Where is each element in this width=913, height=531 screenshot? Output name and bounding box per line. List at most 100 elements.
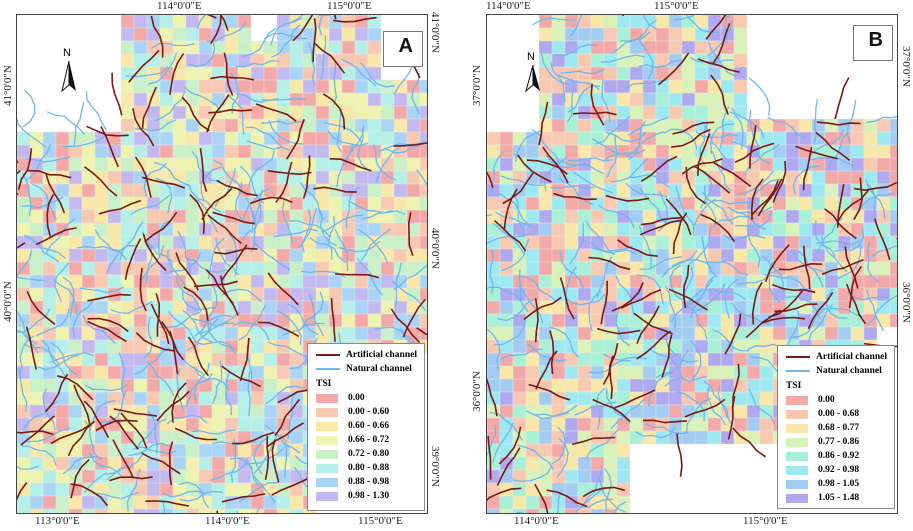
natural-channel [585, 220, 615, 256]
natural-channel [846, 99, 857, 144]
artificial-channel [546, 489, 588, 508]
tsi-cell [211, 404, 226, 419]
tsi-cell [367, 183, 382, 198]
tsi-cell [42, 495, 57, 510]
natural-channel [690, 340, 702, 381]
tsi-cell [668, 183, 683, 198]
tsi-cell [289, 495, 304, 510]
tsi-cell [354, 274, 369, 289]
tsi-cell [237, 40, 252, 55]
tsi-cell [159, 27, 174, 42]
tick-a-top-2: 115°0'0"E [327, 0, 372, 12]
tsi-cell [772, 235, 787, 250]
natural-channel [147, 410, 158, 454]
natural-channel [128, 442, 171, 457]
tsi-cell [263, 40, 278, 55]
artificial-channel [169, 53, 185, 95]
legend-natural-label: Natural channel [816, 366, 882, 376]
artificial-channel [844, 246, 859, 289]
artificial-channel [535, 350, 558, 390]
natural-channel [613, 501, 627, 513]
natural-channel [615, 306, 631, 347]
artificial-channel [685, 166, 707, 205]
tsi-cell [42, 443, 57, 458]
tsi-cell [237, 300, 252, 315]
tsi-cell [185, 222, 200, 237]
tsi-cell [551, 92, 566, 107]
natural-channel [118, 352, 126, 397]
tsi-cell [487, 196, 501, 211]
artificial-channel [17, 148, 33, 190]
tsi-cell [42, 482, 57, 497]
tsi-cell [198, 222, 213, 237]
tsi-cell [577, 53, 592, 68]
tsi-cell [198, 40, 213, 55]
tsi-cell [406, 248, 421, 263]
tsi-cell [237, 469, 252, 484]
tsi-cell [681, 105, 696, 120]
tsi-cell [289, 482, 304, 497]
tsi-cell [393, 118, 408, 133]
tsi-cell [198, 235, 213, 250]
tsi-cell [380, 196, 395, 211]
tsi-cell [263, 352, 278, 367]
tsi-cell [315, 27, 330, 42]
tsi-cell [876, 144, 891, 159]
natural-channel [19, 444, 57, 466]
tsi-cell [17, 378, 31, 393]
artificial-channel [98, 199, 141, 215]
tsi-cell [577, 417, 592, 432]
tsi-cell [720, 209, 735, 224]
tsi-cell [289, 196, 304, 211]
tsi-cell [172, 443, 187, 458]
tsi-cell [538, 196, 553, 211]
artificial-channel [26, 290, 56, 326]
tsi-cell [224, 430, 239, 445]
tsi-cell [746, 365, 761, 380]
tsi-cell [837, 313, 852, 328]
natural-channel [126, 468, 141, 512]
tsi-cell [81, 365, 96, 380]
natural-channel [493, 319, 527, 346]
tsi-cell [211, 352, 226, 367]
tsi-cell [367, 222, 382, 237]
tsi-cell [81, 391, 96, 406]
tsi-cell [487, 313, 501, 328]
tsi-cell [211, 391, 226, 406]
tsi-cell [798, 157, 813, 172]
tsi-cell [525, 417, 540, 432]
artificial-channel [266, 422, 304, 448]
natural-channel [282, 200, 294, 244]
natural-channel [378, 144, 421, 154]
tsi-cell [133, 378, 148, 393]
natural-channel [375, 146, 402, 183]
natural-channel [88, 452, 125, 479]
tsi-cell [393, 92, 408, 107]
tsi-cell [120, 300, 135, 315]
tsi-cell [642, 92, 657, 107]
legend-class-label: 0.60 - 0.66 [348, 421, 390, 431]
tsi-cell [289, 105, 304, 120]
tsi-cell [237, 313, 252, 328]
tsi-cell [590, 27, 605, 42]
artificial-channel [67, 420, 96, 457]
tsi-cell [367, 79, 382, 94]
natural-channel [253, 242, 291, 271]
natural-channel [526, 343, 567, 362]
tsi-cell [94, 261, 109, 276]
natural-channel [181, 289, 215, 311]
artificial-channel [312, 18, 317, 63]
natural-channel [154, 177, 173, 215]
artificial-channel [17, 242, 26, 249]
tsi-cell [224, 391, 239, 406]
natural-channel [361, 210, 406, 220]
tsi-cell [694, 261, 709, 276]
tsi-cell [512, 378, 527, 393]
natural-channel [499, 192, 530, 226]
tsi-cell [837, 248, 852, 263]
tsi-cell [185, 456, 200, 471]
natural-channel [703, 185, 717, 228]
tsi-cell [590, 261, 605, 276]
natural-channel [487, 328, 501, 370]
artificial-channel [705, 15, 727, 40]
